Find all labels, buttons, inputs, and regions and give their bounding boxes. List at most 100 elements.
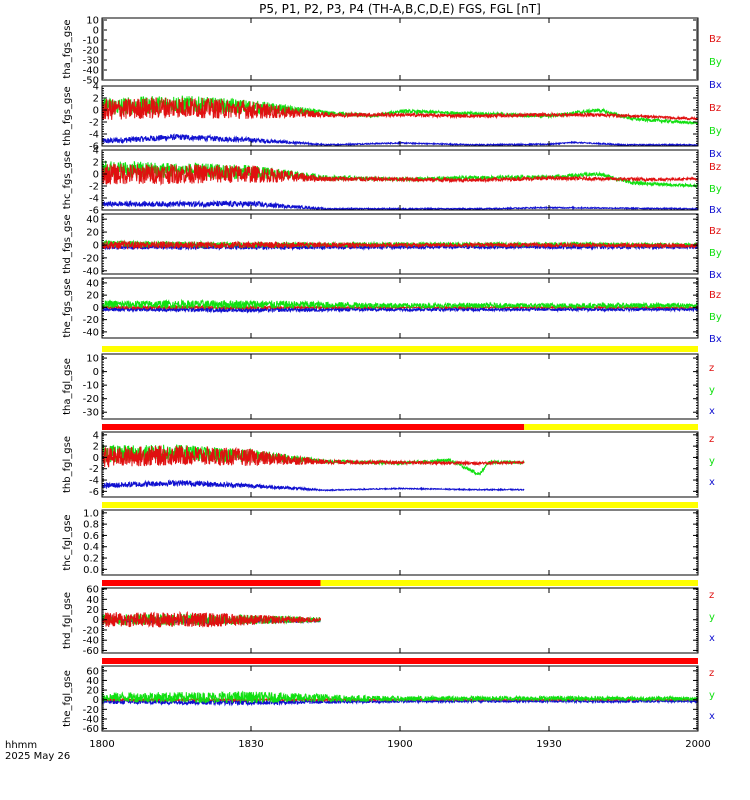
series-z [102,239,698,251]
y-tick-label: -50 [83,76,99,87]
series-z [102,304,698,311]
series-z [102,163,698,186]
legend-z: Bz [709,34,721,45]
x-tick-label: 1900 [387,739,412,750]
y-tick-label: 0 [93,303,99,314]
y-tick-label: 0 [93,367,99,378]
y-tick-label: 0 [93,695,99,706]
y-tick-label: -6 [89,206,99,217]
panel-frame [101,509,699,576]
legend-x: Bx [709,270,722,281]
legend-z: z [709,363,714,374]
y-tick-label: 0.8 [83,520,99,531]
legend-x: Bx [709,149,722,160]
panel-tha_fgs: 100-10-20-30-40-50 tha_fgs_gse Bz By Bx [62,16,722,92]
series-group [102,95,698,146]
y-tick-label: 0 [93,170,99,181]
y-tick-label: -6 [89,142,99,153]
y-tick-label: -4 [89,476,99,487]
y-tick-label: -20 [83,46,99,57]
legend-y: By [709,126,722,137]
legend-z: Bz [709,162,721,173]
status-bar-yellow [102,502,698,508]
y-tick-label: 0 [93,615,99,626]
y-tick-label: -4 [89,130,99,141]
x-tick-label: 1930 [536,739,561,750]
panel-thb_fgl: 420-2-4-6 thb_fgl_gse zyx [62,424,715,498]
y-tick-label: 20 [86,605,99,616]
y-tick-label: 4 [93,430,99,441]
series-group [102,444,525,492]
panel-frame [101,353,699,420]
legend-x: x [709,406,715,417]
panel-tha_fgl: 10 0 -10 -20 -30 tha_fgl_gse zyx [62,346,715,420]
y-tick-label: 60 [86,585,99,596]
y-tick-label: 10 [86,354,99,365]
legend-x: Bx [709,205,722,216]
y-tick-label: -20 [83,253,99,264]
y-tick-label: -60 [83,724,99,735]
y-tick-label: 10 [86,16,99,27]
legend-y: y [709,612,715,623]
y-axis-label: thb_fgs_gse [62,86,73,145]
y-axis-label: thc_fgl_gse [62,514,73,570]
series-group [102,610,321,628]
series-y [102,95,698,126]
legend-y: By [709,248,722,259]
status-bar-yellow [320,580,698,586]
y-axis-label: thb_fgl_gse [62,436,73,493]
panel-thc_fgs: 420-2-4-6 thc_fgs_gse Bz By Bx [62,146,722,217]
y-tick-label: -20 [83,394,99,405]
y-tick-label: -40 [83,327,99,338]
series-x [102,242,698,252]
series-x [102,305,698,314]
y-tick-label: 40 [86,278,99,289]
chart-title: P5, P1, P2, P3, P4 (TH-A,B,C,D,E) FGS, F… [259,2,541,16]
y-tick-label: 0.2 [83,554,99,565]
y-tick-label: 2 [93,442,99,453]
y-tick-label: 2 [93,94,99,105]
y-tick-label: 0.6 [83,531,99,542]
y-axis-label: the_fgl_gse [62,670,73,727]
legend-y: By [709,184,722,195]
y-tick-label: 0 [93,106,99,117]
panel-thc_fgl: 1.00.80.60.40.20.0 thc_fgl_gse [62,502,699,576]
panel-frame [101,17,699,81]
series-z [102,445,525,468]
y-tick-label: -6 [89,487,99,498]
y-tick-label: -2 [89,182,99,193]
x-tick-label: 2000 [685,739,710,750]
series-group [102,298,698,314]
footer-label: hhmm [5,740,37,751]
legend-y: y [709,456,715,467]
y-tick-label: -40 [83,66,99,77]
y-tick-label: -40 [83,266,99,277]
series-x [102,479,525,492]
y-tick-label: 0.0 [83,565,99,576]
legend-y: y [709,385,715,396]
legend-y: By [709,57,722,68]
legend-y: y [709,690,715,701]
legend-z: z [709,590,714,601]
series-group [102,239,698,252]
y-tick-label: -20 [83,315,99,326]
y-axis-label: tha_fgs_gse [62,19,73,78]
series-y [102,298,698,310]
legend-z: Bz [709,226,721,237]
y-tick-label: 0.4 [83,542,99,553]
legend-y: By [709,312,722,323]
x-tick-label: 1830 [238,739,263,750]
status-bar-red [102,424,525,430]
legend-x: x [709,711,715,722]
y-tick-label: 0 [93,26,99,37]
y-tick-label: -10 [83,36,99,47]
y-tick-label: -20 [83,705,99,716]
legend-z: z [709,668,714,679]
series-z [102,610,321,628]
y-tick-label: 20 [86,228,99,239]
y-tick-label: 4 [93,82,99,93]
